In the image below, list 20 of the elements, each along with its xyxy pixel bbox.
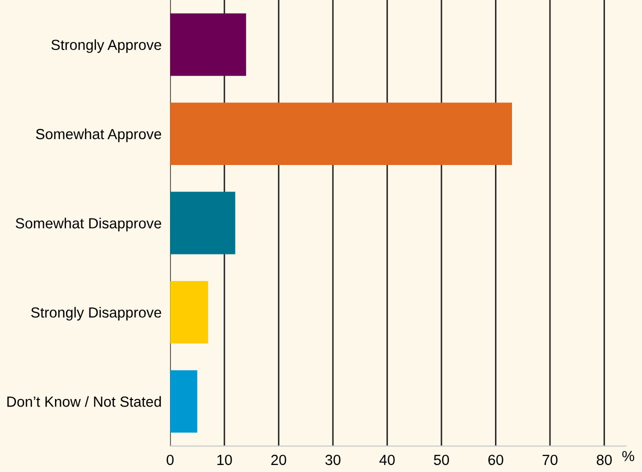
x-tick-label: 30 (325, 454, 340, 466)
y-tick-label: Strongly Disapprove (31, 306, 162, 321)
x-tick-label: 60 (488, 454, 504, 466)
x-tick-label: 80 (596, 454, 612, 466)
bar (170, 281, 208, 344)
bar (170, 13, 246, 76)
bar (170, 192, 236, 254)
x-tick-label: 70 (542, 454, 558, 466)
x-axis-title: % (622, 450, 634, 462)
x-tick-label: 0 (166, 454, 174, 466)
x-tick-label: 10 (217, 454, 232, 466)
bar (170, 102, 512, 166)
x-tick-label: 50 (434, 454, 449, 466)
y-tick-label: Don’t Know / Not Stated (7, 396, 161, 407)
x-tick-label: 40 (379, 454, 395, 466)
y-tick-label: Strongly Approve (51, 39, 162, 53)
y-tick-label: Somewhat Approve (36, 128, 162, 142)
bar (170, 370, 198, 433)
x-tick-label: 20 (271, 454, 286, 466)
y-tick-label: Somewhat Disapprove (16, 218, 162, 232)
